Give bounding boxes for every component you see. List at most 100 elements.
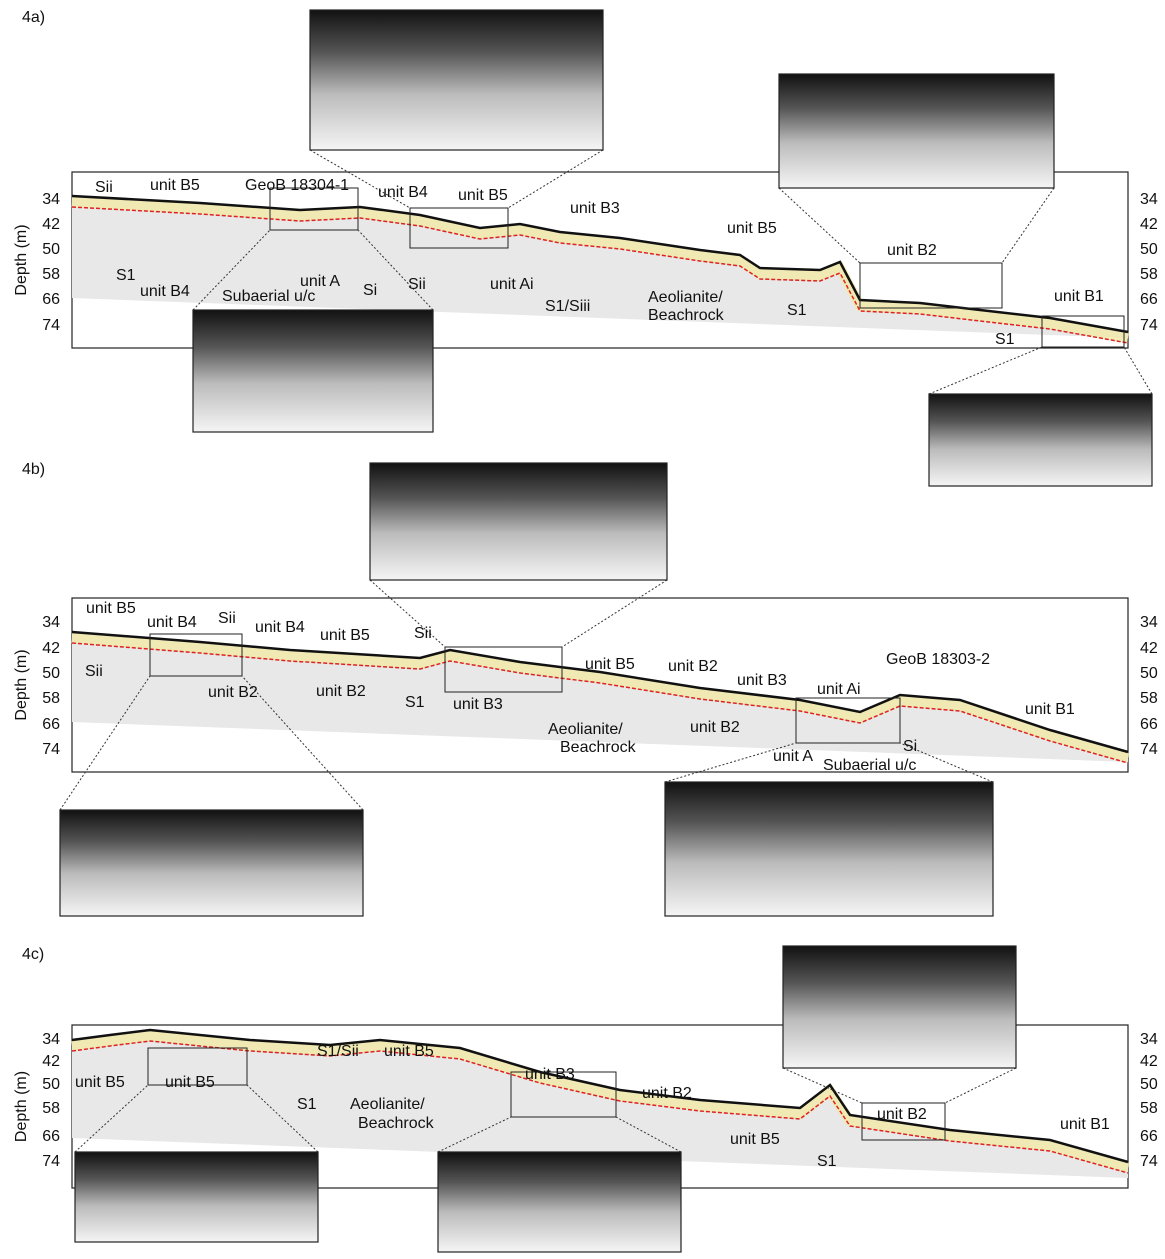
connector (437, 1116, 512, 1153)
inset-image (664, 781, 994, 917)
connector (369, 579, 446, 648)
annotation: unit A (300, 273, 340, 290)
annotation: unit B5 (150, 177, 200, 194)
seabed (71, 1028, 1129, 1164)
annotation: unit B5 (86, 600, 136, 617)
tick-label-left: 42 (42, 1053, 60, 1070)
tick-label-left: 58 (42, 1100, 60, 1117)
detail-box (795, 697, 901, 744)
tick-label-left: 42 (42, 216, 60, 233)
annotation: S1 (995, 331, 1015, 348)
tick-label-right: 50 (1140, 665, 1158, 682)
tick-label-left: 66 (42, 291, 60, 308)
annotation: unit B1 (1025, 701, 1075, 718)
tick-label-left: 66 (42, 1128, 60, 1145)
seabed-fill (71, 197, 1129, 343)
tick-label-right: 34 (1140, 1031, 1158, 1048)
connector (74, 1084, 149, 1153)
annotation: unit B3 (737, 672, 787, 689)
connector (1001, 187, 1055, 264)
inset-image (192, 309, 434, 433)
sediment (72, 1030, 1128, 1178)
annotation: unit B5 (730, 1131, 780, 1148)
annotation: unit B3 (525, 1066, 575, 1083)
annotation: unit A (773, 748, 813, 765)
annotation: Beachrock (648, 307, 725, 324)
tick-label-left: 34 (42, 1031, 60, 1048)
annotation: unit B5 (165, 1074, 215, 1091)
annotation: unit B3 (570, 200, 620, 217)
annotation: S1 (405, 694, 425, 711)
inset-image (309, 9, 604, 151)
axis-label: Depth (m) (13, 649, 30, 720)
annotation: S1 (787, 302, 807, 319)
detail-box (409, 207, 509, 249)
annotation: unit B2 (887, 242, 937, 259)
connector (59, 675, 151, 811)
tick-label-left: 74 (42, 741, 60, 758)
detail-box (861, 1102, 946, 1141)
reflector-red (71, 1040, 1129, 1174)
detail-box (147, 1047, 248, 1086)
detail-box (444, 646, 563, 693)
connector (928, 346, 1043, 395)
annotation: Aeolianite/ (648, 289, 723, 306)
tick-label-left: 74 (42, 317, 60, 334)
connector (561, 579, 668, 648)
annotation: Beachrock (358, 1115, 435, 1132)
detail-box (149, 633, 243, 677)
annotation: S1 (817, 1153, 837, 1170)
annotation: S1/Siii (545, 298, 590, 315)
annotation: unit B1 (1060, 1116, 1110, 1133)
tick-label-right: 66 (1140, 716, 1158, 733)
annotation: unit B4 (140, 283, 190, 300)
tick-label-left: 34 (42, 191, 60, 208)
panel-label: 4c) (22, 946, 44, 963)
connector (1123, 346, 1153, 395)
connector (309, 149, 411, 209)
tick-label-left: 58 (42, 266, 60, 283)
annotation: Aeolianite/ (548, 721, 623, 738)
detail-box (1041, 315, 1125, 348)
panel-label: 4b) (22, 461, 45, 478)
inset-image (369, 462, 668, 581)
tick-label-left: 34 (42, 614, 60, 631)
detail-box (510, 1071, 617, 1118)
connector (944, 1067, 1017, 1104)
annotation: Si (903, 738, 917, 755)
annotation: Sii (95, 179, 113, 196)
annotation: Sii (218, 610, 236, 627)
annotation: unit B5 (320, 627, 370, 644)
tick-label-right: 50 (1140, 1076, 1158, 1093)
inset-image (437, 1151, 682, 1253)
annotation: unit B2 (668, 658, 718, 675)
tick-label-right: 66 (1140, 1128, 1158, 1145)
tick-label-right: 74 (1140, 741, 1158, 758)
annotation: unit B4 (255, 619, 305, 636)
tick-label-right: 74 (1140, 1153, 1158, 1170)
tick-label-left: 50 (42, 665, 60, 682)
annotation: unit B5 (727, 220, 777, 237)
inset-image (928, 393, 1153, 487)
tick-label-left: 58 (42, 690, 60, 707)
annotation: Sii (408, 276, 426, 293)
tick-label-right: 74 (1140, 317, 1158, 334)
annotation: S1 (116, 267, 136, 284)
annotation: Si (363, 282, 377, 299)
annotation: unit Ai (490, 276, 534, 293)
tick-label-left: 50 (42, 241, 60, 258)
annotation: unit Ai (817, 681, 861, 698)
panel: 4b) Depth (m) 34 34 42 42 50 50 58 58 66 66 74 74 unit… (13, 461, 1158, 917)
detail-box (269, 187, 359, 231)
connector (246, 1084, 319, 1153)
annotation: Beachrock (560, 739, 637, 756)
tick-label-left: 50 (42, 1076, 60, 1093)
connector (507, 149, 604, 209)
annotation: unit B3 (453, 696, 503, 713)
reflector-red (71, 642, 1129, 764)
panel: 4a) Depth (m) 34 34 42 42 50 50 58 58 66 66 74 74 Sii u… (13, 9, 1158, 487)
seabed-fill (71, 1030, 1130, 1173)
annotation: unit B2 (316, 683, 366, 700)
tick-label-right: 66 (1140, 291, 1158, 308)
